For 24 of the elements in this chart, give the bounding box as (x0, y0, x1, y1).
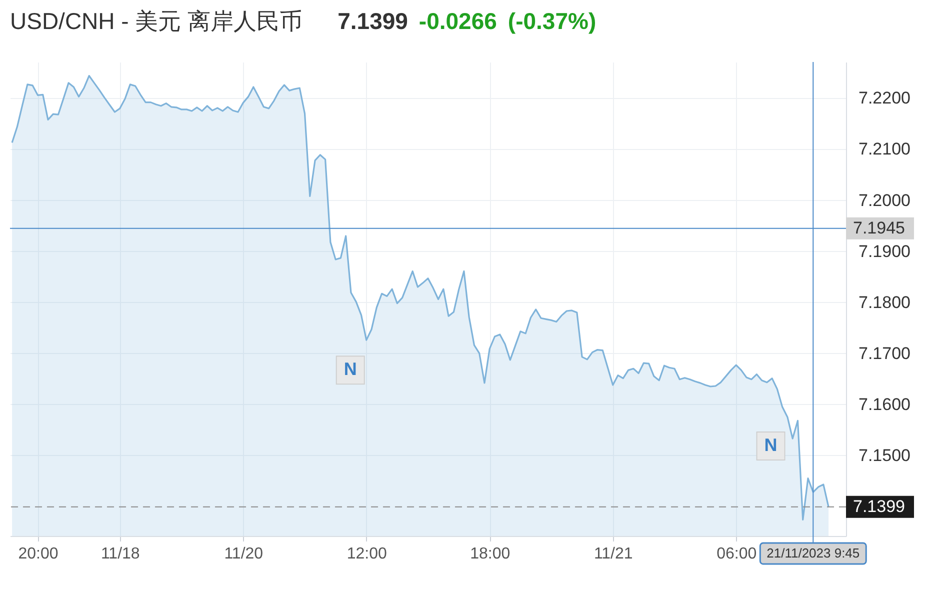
y-tick-label: 7.1500 (858, 446, 910, 465)
x-tick-label: 12:00 (346, 546, 387, 562)
ref-line-label: 7.1945 (853, 218, 905, 238)
annotation: N (764, 434, 778, 455)
annotation: N (344, 359, 357, 380)
y-tick-label: 7.1600 (858, 394, 910, 414)
y-tick-label: 7.1700 (858, 344, 910, 363)
x-tick-label: 20:00 (18, 546, 58, 562)
y-tick-label: 7.1800 (858, 292, 910, 312)
x-tick-label: 11/18 (100, 546, 140, 562)
x-tick-label: 11/21 (594, 546, 633, 562)
y-tick-label: 7.2100 (858, 140, 910, 159)
y-tick-label: 7.1900 (858, 242, 910, 261)
x-tick-label: 06:00 (716, 546, 757, 562)
x-tick-label: 21/11/2023 9:45 (766, 546, 860, 560)
x-tick-label: 11/20 (224, 546, 264, 562)
chart-title: USD/CNH - 美元 离岸人民币 (10, 8, 303, 34)
ref-line-label: 7.1399 (853, 496, 905, 516)
x-tick-label: 18:00 (470, 546, 510, 562)
text: -0.0266 (418, 8, 497, 34)
y-tick-label: 7.2000 (858, 190, 910, 210)
y-tick-label: 7.2200 (858, 88, 910, 108)
text: 7.1399 (338, 8, 408, 34)
text: (-0.37%) (508, 8, 596, 34)
